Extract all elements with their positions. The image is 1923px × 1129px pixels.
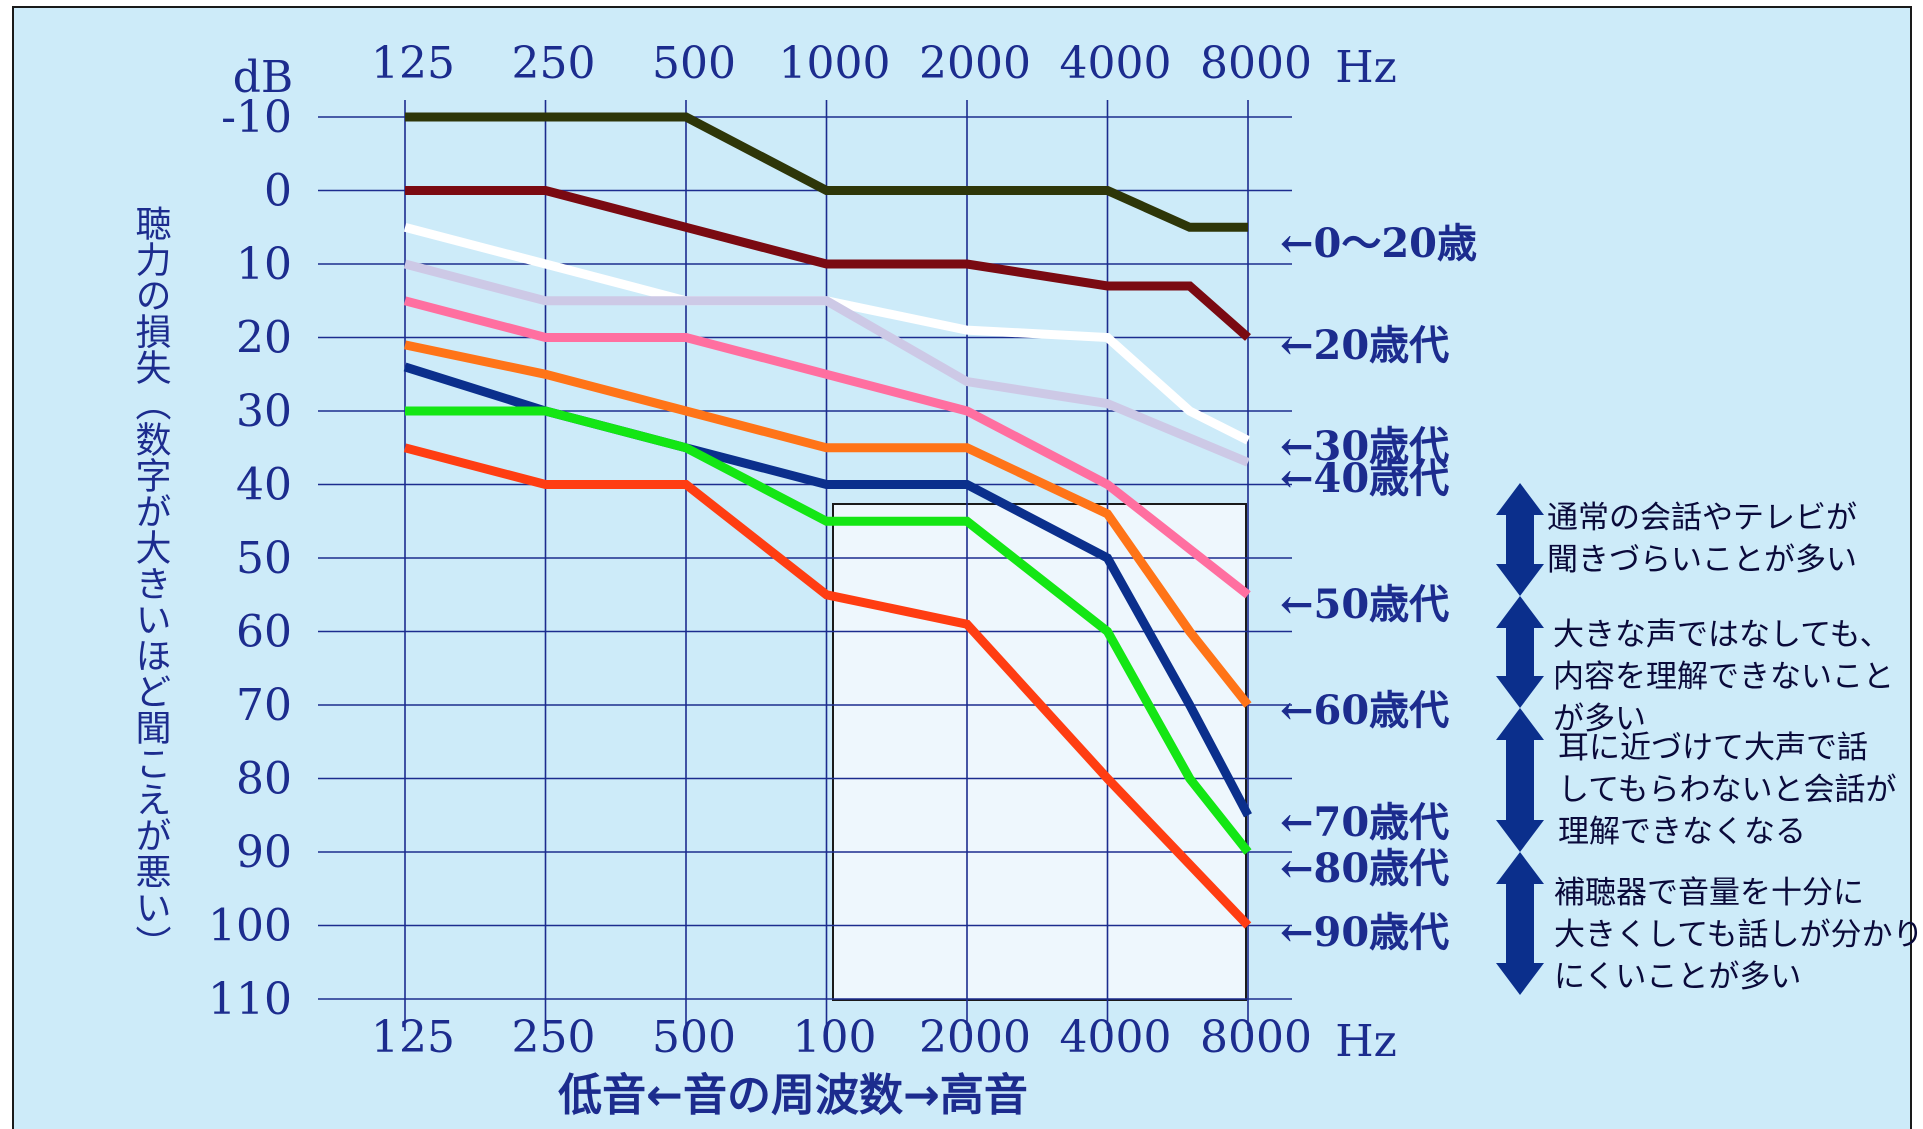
y-tick: 10 [236,239,292,290]
double-arrow-icon [1496,708,1544,852]
description-text: 聞きづらいことが多い [1547,542,1857,578]
series-line-3 [403,259,1250,467]
y-tick: -10 [221,92,292,143]
series-line-5 [404,340,1252,708]
x-tick-bottom: 100 [793,1012,877,1063]
age-label-6: ←70歳代 [1280,799,1449,846]
x-tick-bottom: 2000 [919,1012,1031,1063]
x-tick-top: 1000 [779,38,891,89]
description-text: 耳に近づけて大声で話 [1558,730,1868,766]
description-text: 補聴器で音量を十分に [1554,875,1864,911]
description-text: 通常の会話やテレビが [1547,500,1857,536]
series-line-0 [405,112,1248,232]
x-tick-bottom: 500 [652,1012,736,1063]
x-tick-top: 500 [652,38,736,89]
series-line-1 [405,186,1251,341]
age-label-8: ←90歳代 [1280,909,1449,956]
description-text: 大きくしても話しが分かり [1554,917,1923,953]
description-text: 理解できなくなる [1558,814,1806,850]
series-line-7 [405,406,1252,855]
age-label-5: ←60歳代 [1280,687,1449,734]
y-tick: 70 [236,680,292,731]
x-tick-bottom: 125 [371,1012,455,1063]
age-labels: ←0～20歳 ←20歳代 ←30歳代←40歳代 ←50歳代 ←60歳代 ←70歳代←80歳… [1280,220,1477,956]
x-tick-top: 250 [512,38,596,89]
description-text: にくいことが多い [1554,959,1801,995]
age-label-4: ←50歳代 [1280,581,1449,628]
age-label-3: ←40歳代 [1280,455,1449,502]
x-unit-top: Hz [1335,42,1397,93]
x-tick-top: 8000 [1200,38,1312,89]
y-tick: 50 [236,533,292,584]
y-unit: dB [233,52,294,103]
description-text: 内容を理解できないこと [1553,659,1894,695]
y-tick: 30 [236,386,292,437]
y-axis-title: 聴力の損失（数字が大きいほど聞こえが悪い） [130,205,172,961]
descriptions: 通常の会話やテレビが聞きづらいことが多い大きな声ではなしても、内容を理解できない… [1496,483,1923,995]
y-tick: 60 [236,607,292,658]
description-text: が多い [1553,701,1646,737]
y-tick: 20 [236,313,292,364]
description-text: してもらわないと会話が [1558,772,1897,808]
series-line-4 [403,296,1251,599]
x-tick-bottom: 4000 [1060,1012,1172,1063]
y-tick: 90 [236,827,292,878]
x-unit-bottom: Hz [1335,1016,1397,1067]
series-line-2 [403,222,1251,445]
description-text: 大きな声ではなしても、 [1553,617,1891,653]
age-label-0: ←0～20歳 [1280,220,1477,267]
y-tick: 80 [236,754,292,805]
series-lines [403,112,1252,929]
y-tick: 40 [236,460,292,511]
x-tick-bottom: 8000 [1200,1012,1312,1063]
x-tick-top: 125 [371,38,455,89]
y-tick: 110 [208,974,292,1025]
double-arrow-icon [1496,852,1544,995]
series-line-8 [403,443,1252,929]
y-tick: 100 [208,901,292,952]
double-arrow-icon [1496,596,1544,708]
double-arrow-icon [1496,483,1544,596]
y-tick: 0 [264,166,292,217]
age-label-1: ←20歳代 [1280,322,1449,369]
age-label-2: ←30歳代 [1280,423,1449,470]
x-axis-title: 低音←音の周波数→高音 [558,1070,1028,1121]
x-tick-top: 4000 [1060,38,1172,89]
x-tick-bottom: 250 [512,1012,596,1063]
age-label-7: ←80歳代 [1280,845,1449,892]
x-tick-top: 2000 [919,38,1031,89]
